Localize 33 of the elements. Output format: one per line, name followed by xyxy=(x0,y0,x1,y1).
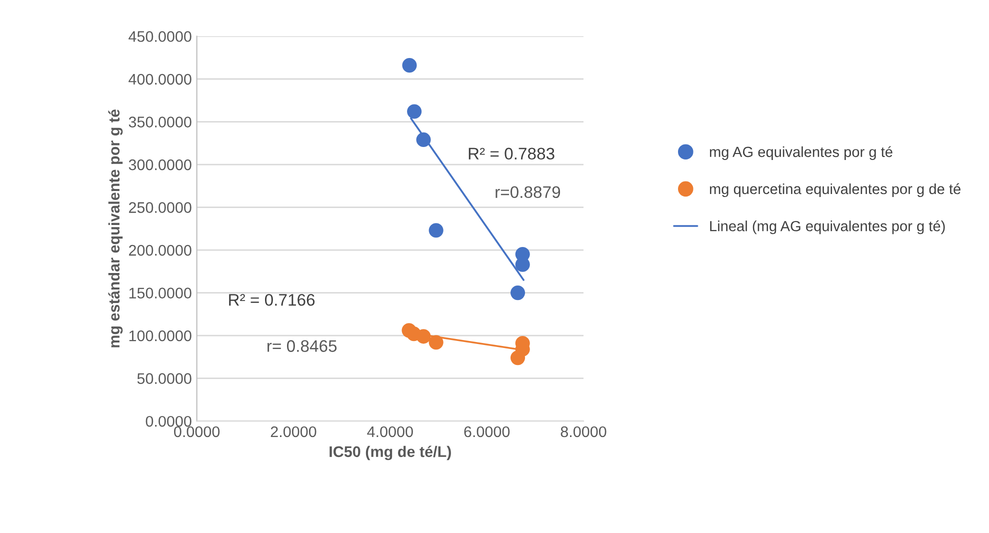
y-tick-label: 150.0000 xyxy=(129,288,192,298)
annotation: r= 0.8465 xyxy=(268,340,337,352)
point xyxy=(402,58,417,73)
point xyxy=(510,286,526,300)
y-tick-label: 250.0000 xyxy=(129,202,192,213)
x-tick-label: 6.0000 xyxy=(464,426,510,438)
point xyxy=(515,257,530,272)
legend-label: mg quercetina equivalentes por g de té xyxy=(710,183,960,198)
x-axis-title: IC50 (mg de té/L) xyxy=(330,446,451,460)
annotation: R² = 0.7166 xyxy=(229,294,315,306)
y-tick-label: 50.0000 xyxy=(137,373,192,384)
y-tick-label: 0.0000 xyxy=(146,416,192,427)
y-tick-label: 100.0000 xyxy=(129,330,192,342)
x-tick-label: 0.0000 xyxy=(174,426,220,438)
point xyxy=(428,223,444,238)
y-tick-label: 200.0000 xyxy=(129,244,192,256)
y-tick-label: 350.0000 xyxy=(128,116,192,128)
annotation: r=0.8879 xyxy=(496,186,560,198)
point xyxy=(416,329,431,344)
x-tick-label: 8.0000 xyxy=(560,426,606,438)
legend-label: Lineal (mg AG equivalentes por g té) xyxy=(710,220,945,234)
y-axis-title: mg estándar equivalente por g té xyxy=(108,109,123,348)
point xyxy=(428,335,444,350)
legend-label: mg AG equivalentes por g té xyxy=(710,146,892,160)
x-tick-label: 2.0000 xyxy=(270,426,316,438)
point xyxy=(407,104,422,119)
annotation: R² = 0.7883 xyxy=(468,148,554,160)
y-tick-label: 300.0000 xyxy=(128,159,192,170)
x-tick-label: 4.0000 xyxy=(367,426,413,438)
y-tick-label: 400.0000 xyxy=(128,74,192,85)
y-tick-label: 450.0000 xyxy=(128,31,192,42)
point xyxy=(510,350,526,366)
point xyxy=(416,132,431,148)
